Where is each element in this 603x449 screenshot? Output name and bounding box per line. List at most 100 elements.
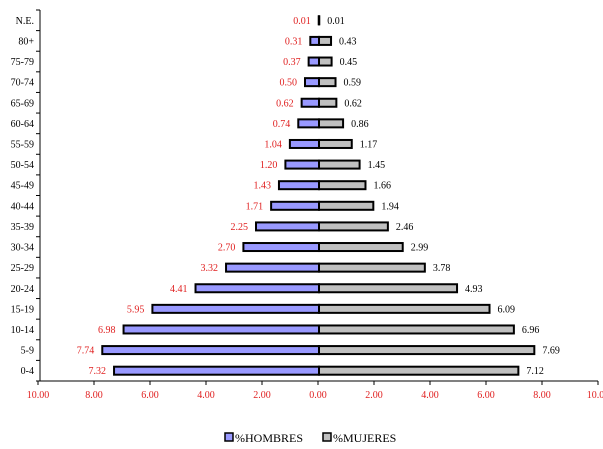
value-label-hombres: 0.37 bbox=[283, 57, 301, 68]
bar-hombres bbox=[122, 324, 320, 335]
bar-hombres bbox=[242, 242, 320, 253]
value-label-hombres: 2.70 bbox=[218, 243, 236, 254]
value-label-mujeres: 7.12 bbox=[526, 366, 544, 377]
value-label-hombres: 0.74 bbox=[273, 119, 291, 130]
value-label-mujeres: 7.69 bbox=[542, 346, 560, 357]
value-label-hombres: 3.32 bbox=[201, 263, 219, 274]
y-axis-labels: N.E. 80+ 75-79 70-74 65-69 60-64 55-59 50-54 45-… bbox=[11, 16, 35, 377]
value-label-mujeres: 0.59 bbox=[344, 78, 362, 89]
value-label-mujeres: 0.43 bbox=[339, 36, 357, 47]
x-tick-label: 4.00 bbox=[197, 390, 215, 401]
category-label: 25-29 bbox=[11, 263, 34, 274]
category-label: 30-34 bbox=[11, 243, 34, 254]
bar-hombres bbox=[270, 200, 320, 211]
bar-mujeres bbox=[318, 200, 375, 211]
value-label-mujeres: 3.78 bbox=[433, 263, 451, 274]
value-label-mujeres: 1.66 bbox=[373, 181, 391, 192]
bar-hombres bbox=[297, 118, 320, 129]
category-label: 40-44 bbox=[11, 201, 34, 212]
value-label-mujeres: 6.09 bbox=[498, 304, 516, 315]
value-label-mujeres: 0.62 bbox=[344, 98, 362, 109]
legend-hombres: %HOMBRES bbox=[224, 431, 303, 445]
chart-axes bbox=[36, 9, 599, 385]
value-label-hombres: 7.32 bbox=[89, 366, 107, 377]
value-label-mujeres: 2.99 bbox=[411, 243, 429, 254]
value-label-hombres: 1.04 bbox=[264, 139, 282, 150]
x-tick-label: 2.00 bbox=[253, 390, 271, 401]
x-tick-label: 6.00 bbox=[477, 390, 495, 401]
category-label: 80+ bbox=[18, 36, 34, 47]
category-label: 70-74 bbox=[11, 78, 34, 89]
value-label-mujeres: 0.86 bbox=[351, 119, 369, 130]
bar-mujeres bbox=[318, 97, 338, 108]
bar-mujeres bbox=[318, 324, 515, 335]
value-label-hombres: 4.41 bbox=[170, 284, 188, 295]
value-label-hombres: 7.74 bbox=[77, 346, 95, 357]
x-tick-label: 2.00 bbox=[365, 390, 383, 401]
category-label: 60-64 bbox=[11, 119, 34, 130]
value-label-hombres: 1.43 bbox=[253, 181, 271, 192]
x-tick-label: 8.00 bbox=[85, 390, 103, 401]
value-label-mujeres: 4.93 bbox=[465, 284, 483, 295]
bar-mujeres bbox=[318, 283, 459, 294]
value-label-mujeres: 0.01 bbox=[327, 16, 345, 27]
chart-bars bbox=[101, 15, 536, 376]
x-tick-label: 4.00 bbox=[421, 390, 439, 401]
bar-mujeres bbox=[318, 180, 367, 191]
bar-mujeres bbox=[318, 118, 345, 129]
bar-mujeres bbox=[318, 35, 333, 46]
value-label-hombres: 0.50 bbox=[280, 78, 298, 89]
value-label-hombres: 1.20 bbox=[260, 160, 278, 171]
bar-hombres bbox=[304, 77, 320, 88]
category-label: N.E. bbox=[16, 16, 34, 27]
bar-mujeres bbox=[318, 303, 491, 314]
value-label-mujeres: 6.96 bbox=[522, 325, 540, 336]
category-label: 15-19 bbox=[11, 304, 34, 315]
value-label-hombres: 5.95 bbox=[127, 304, 145, 315]
value-label-mujeres: 1.94 bbox=[381, 201, 399, 212]
category-label: 10-14 bbox=[11, 325, 34, 336]
legend: %HOMBRES %MUJERES bbox=[224, 431, 396, 445]
category-label: 75-79 bbox=[11, 57, 34, 68]
value-label-mujeres: 0.45 bbox=[340, 57, 358, 68]
legend-mujeres-swatch bbox=[322, 432, 332, 442]
x-tick-label: 8.00 bbox=[533, 390, 551, 401]
bar-hombres bbox=[113, 365, 321, 376]
bar-mujeres bbox=[318, 242, 404, 253]
value-label-mujeres: 1.17 bbox=[360, 139, 378, 150]
x-tick-label: 0.00 bbox=[309, 390, 327, 401]
legend-hombres-text: %HOMBRES bbox=[235, 431, 303, 445]
bar-mujeres bbox=[318, 56, 333, 67]
bar-hombres bbox=[300, 97, 321, 108]
value-label-hombres: 0.01 bbox=[293, 16, 311, 27]
value-label-hombres: 1.71 bbox=[246, 201, 264, 212]
bar-mujeres bbox=[318, 77, 337, 88]
bar-mujeres bbox=[318, 138, 353, 149]
x-axis-tick-labels: 10.00 8.00 6.00 4.00 2.00 0.00 2.00 4.00 6.00 8.0… bbox=[27, 390, 603, 401]
bar-mujeres bbox=[318, 345, 536, 356]
value-label-hombres: 6.98 bbox=[98, 325, 116, 336]
value-label-hombres: 2.25 bbox=[231, 222, 249, 233]
value-label-mujeres: 2.46 bbox=[396, 222, 414, 233]
bar-mujeres bbox=[318, 159, 361, 170]
category-label: 5-9 bbox=[21, 346, 34, 357]
x-tick-label: 10.00 bbox=[587, 390, 603, 401]
bar-hombres bbox=[307, 56, 321, 67]
category-label: 35-39 bbox=[11, 222, 34, 233]
bar-mujeres bbox=[318, 262, 426, 273]
category-label: 45-49 bbox=[11, 181, 34, 192]
value-label-hombres: 0.62 bbox=[276, 98, 294, 109]
bar-hombres bbox=[277, 180, 320, 191]
x-tick-label: 10.00 bbox=[27, 390, 50, 401]
category-label: 0-4 bbox=[21, 366, 34, 377]
category-label: 65-69 bbox=[11, 98, 34, 109]
category-label: 20-24 bbox=[11, 284, 34, 295]
bar-mujeres bbox=[318, 365, 520, 376]
bar-hombres bbox=[288, 138, 321, 149]
bar-hombres bbox=[151, 303, 320, 314]
value-label-mujeres: 1.45 bbox=[368, 160, 386, 171]
bar-hombres bbox=[255, 221, 320, 232]
bar-hombres bbox=[309, 35, 321, 46]
value-label-hombres: 0.31 bbox=[285, 36, 303, 47]
